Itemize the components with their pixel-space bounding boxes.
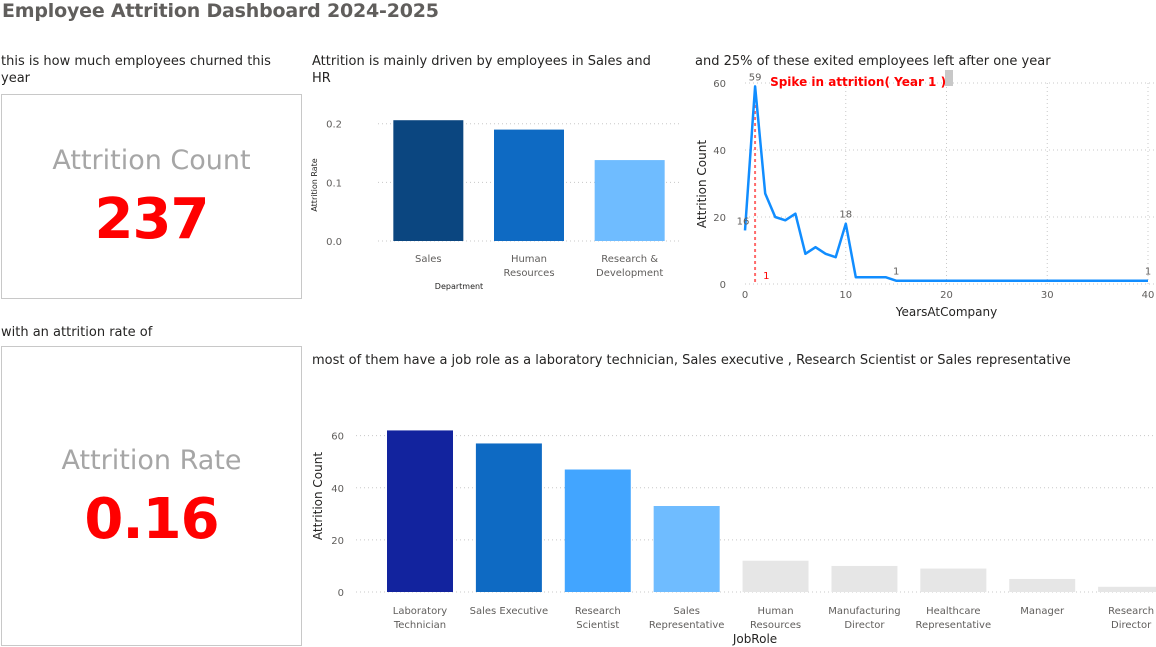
x-tick-label: 20 <box>940 290 953 301</box>
dept-caption: Attrition is mainly driven by employees … <box>312 54 651 86</box>
y-tick-label: 40 <box>713 146 726 157</box>
attrition-rate-label: Attrition Rate <box>61 445 242 476</box>
bar[interactable] <box>494 129 564 241</box>
attrition-rate-card[interactable]: Attrition Rate 0.16 <box>1 346 302 646</box>
y-axis-title: Attrition Rate <box>310 158 319 211</box>
x-tick-label: Research <box>575 606 621 617</box>
y-axis-title: Attrition Count <box>311 452 325 540</box>
x-tick-label: Laboratory <box>393 606 448 617</box>
jobrole-caption: most of them have a job role as a labora… <box>312 353 1071 368</box>
y-tick-label: 0.2 <box>326 120 342 131</box>
data-label: 16 <box>737 216 750 227</box>
y-tick-label: 60 <box>331 432 344 443</box>
y-tick-label: 60 <box>713 79 726 90</box>
x-tick-label: Director <box>1111 620 1152 631</box>
x-tick-label: Sales Executive <box>470 606 548 617</box>
data-label: 18 <box>839 210 852 221</box>
bar[interactable] <box>564 469 631 592</box>
attrition-count-value: 237 <box>94 187 210 252</box>
y-tick-label: 20 <box>331 536 344 547</box>
y-tick-label: 40 <box>331 484 344 495</box>
attrition-count-label: Attrition Count <box>52 145 251 176</box>
x-tick-label: Healthcare <box>926 606 981 617</box>
x-tick-label: Manager <box>1020 606 1065 617</box>
x-tick-label: 30 <box>1041 290 1054 301</box>
x-tick-label: 40 <box>1142 290 1155 301</box>
x-tick-label: Technician <box>393 620 446 631</box>
bar[interactable] <box>742 560 809 592</box>
x-tick-label: Research & <box>601 254 658 265</box>
spike-marker-label: 1 <box>763 271 769 282</box>
y-tick-label: 0 <box>338 588 344 599</box>
x-tick-label: Resources <box>750 620 801 631</box>
jobrole-attrition-chart[interactable]: 0 20 40 60 Attrition Count Laboratory Technici… <box>308 410 1156 647</box>
y-axis-title: Attrition Count <box>695 140 709 228</box>
attrition-count-card[interactable]: Attrition Count 237 <box>1 94 302 299</box>
bar[interactable] <box>475 443 542 592</box>
x-tick-label: Scientist <box>576 620 619 631</box>
data-label: 59 <box>749 72 762 83</box>
spike-annotation: Spike in attrition( Year 1 ) <box>770 75 946 89</box>
bar[interactable] <box>393 120 464 241</box>
page-title: Employee Attrition Dashboard 2024-2025 <box>2 0 439 22</box>
bar[interactable] <box>594 160 665 241</box>
x-tick-label: Manufacturing <box>828 606 900 617</box>
data-label: 1 <box>893 267 899 278</box>
department-attrition-chart[interactable]: 0.0 0.1 0.2 Attrition Rate Sales Human Resourc… <box>308 92 688 297</box>
x-tick-label: Representative <box>916 620 992 631</box>
x-tick-label: Director <box>844 620 885 631</box>
rate-caption: with an attrition rate of <box>1 325 153 340</box>
x-tick-label: Research <box>1108 606 1154 617</box>
x-tick-label: Sales <box>415 254 442 265</box>
attrition-line[interactable] <box>743 85 1148 282</box>
attrition-rate-value: 0.16 <box>84 487 219 552</box>
y-tick-label: 0.1 <box>326 178 342 189</box>
x-tick-label: Human <box>511 254 547 265</box>
years-caption: and 25% of these exited employees left a… <box>695 54 1051 69</box>
count-caption: this is how much employees churned this … <box>1 54 271 86</box>
x-tick-label: Development <box>596 268 663 279</box>
bar[interactable] <box>387 430 453 592</box>
data-label: 1 <box>1145 267 1151 278</box>
bar[interactable] <box>1009 578 1076 592</box>
x-tick-label: 10 <box>839 290 852 301</box>
x-tick-label: Representative <box>649 620 725 631</box>
x-tick-label: Human <box>758 606 794 617</box>
y-tick-label: 0.0 <box>326 237 342 248</box>
x-axis-title: YearsAtCompany <box>895 305 997 319</box>
x-tick-label: Resources <box>503 268 554 279</box>
annotation-handle[interactable] <box>945 70 953 86</box>
bar[interactable] <box>920 568 987 592</box>
bar[interactable] <box>653 506 720 592</box>
bar[interactable] <box>831 565 898 592</box>
x-axis-title: Department <box>435 282 483 291</box>
bar[interactable] <box>1098 586 1156 592</box>
y-tick-label: 20 <box>713 213 726 224</box>
x-tick-label: 0 <box>742 290 748 301</box>
years-attrition-chart[interactable]: 1 Spike in attrition( Year 1 ) 0 20 40 60 0 10… <box>690 70 1156 322</box>
x-axis-title: JobRole <box>732 632 777 646</box>
x-tick-label: Sales <box>673 606 700 617</box>
y-tick-label: 0 <box>720 280 726 291</box>
